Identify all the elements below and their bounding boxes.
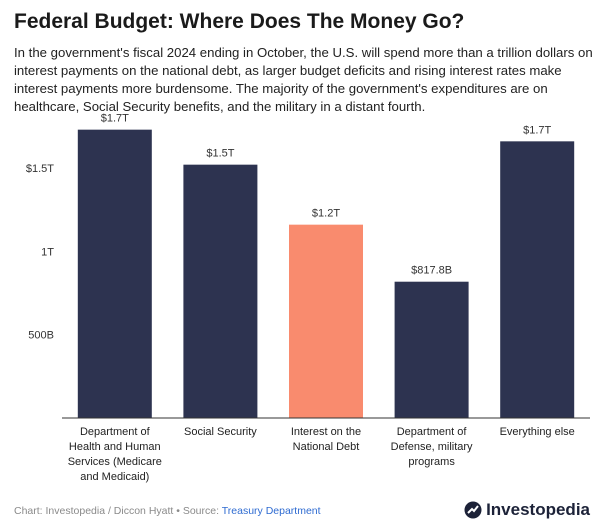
y-tick-label: 500B: [28, 330, 54, 342]
x-tick-label: Interest on the: [291, 426, 361, 438]
investopedia-logo-icon: [464, 501, 482, 519]
chart-subtitle: In the government's fiscal 2024 ending i…: [14, 45, 593, 114]
x-tick-label: Health and Human: [69, 441, 161, 453]
bar: [500, 141, 575, 419]
bar: [77, 129, 152, 418]
x-tick-label: Department of: [397, 426, 468, 438]
bar-value-label: $1.7T: [523, 124, 551, 136]
x-tick-label: Department of: [80, 426, 151, 438]
source-link[interactable]: Treasury Department: [221, 505, 321, 517]
y-tick-label: $1.5T: [26, 163, 54, 175]
bar: [289, 224, 363, 418]
bar: [183, 164, 258, 418]
x-tick-label: Defense, military: [391, 441, 473, 453]
x-tick-label: National Debt: [293, 441, 360, 453]
chart-credit: Chart: Investopedia / Diccon Hyatt • Sou…: [14, 505, 222, 517]
bar-chart: 500B 1T $1.5T $1.7T Department of Health and …: [26, 113, 590, 483]
chart-title: Federal Budget: Where Does The Money Go?: [14, 10, 465, 33]
bar-value-label: $817.8B: [411, 265, 452, 277]
x-tick-label: Everything else: [500, 426, 575, 438]
x-tick-label: and Medicaid): [80, 471, 149, 483]
x-tick-label: Social Security: [184, 426, 257, 438]
x-tick-label: Services (Medicare: [68, 456, 162, 468]
bar-value-label: $1.2T: [312, 208, 340, 220]
brand-name: Investopedia: [486, 500, 590, 519]
brand-logo: Investopedia: [464, 500, 590, 520]
x-tick-label: programs: [408, 456, 455, 468]
bar-value-label: $1.7T: [101, 113, 129, 125]
bar-value-label: $1.5T: [206, 148, 234, 160]
chart-footer: Chart: Investopedia / Diccon Hyatt • Sou…: [14, 505, 321, 517]
bar: [394, 281, 469, 418]
y-tick-label: 1T: [41, 246, 54, 258]
